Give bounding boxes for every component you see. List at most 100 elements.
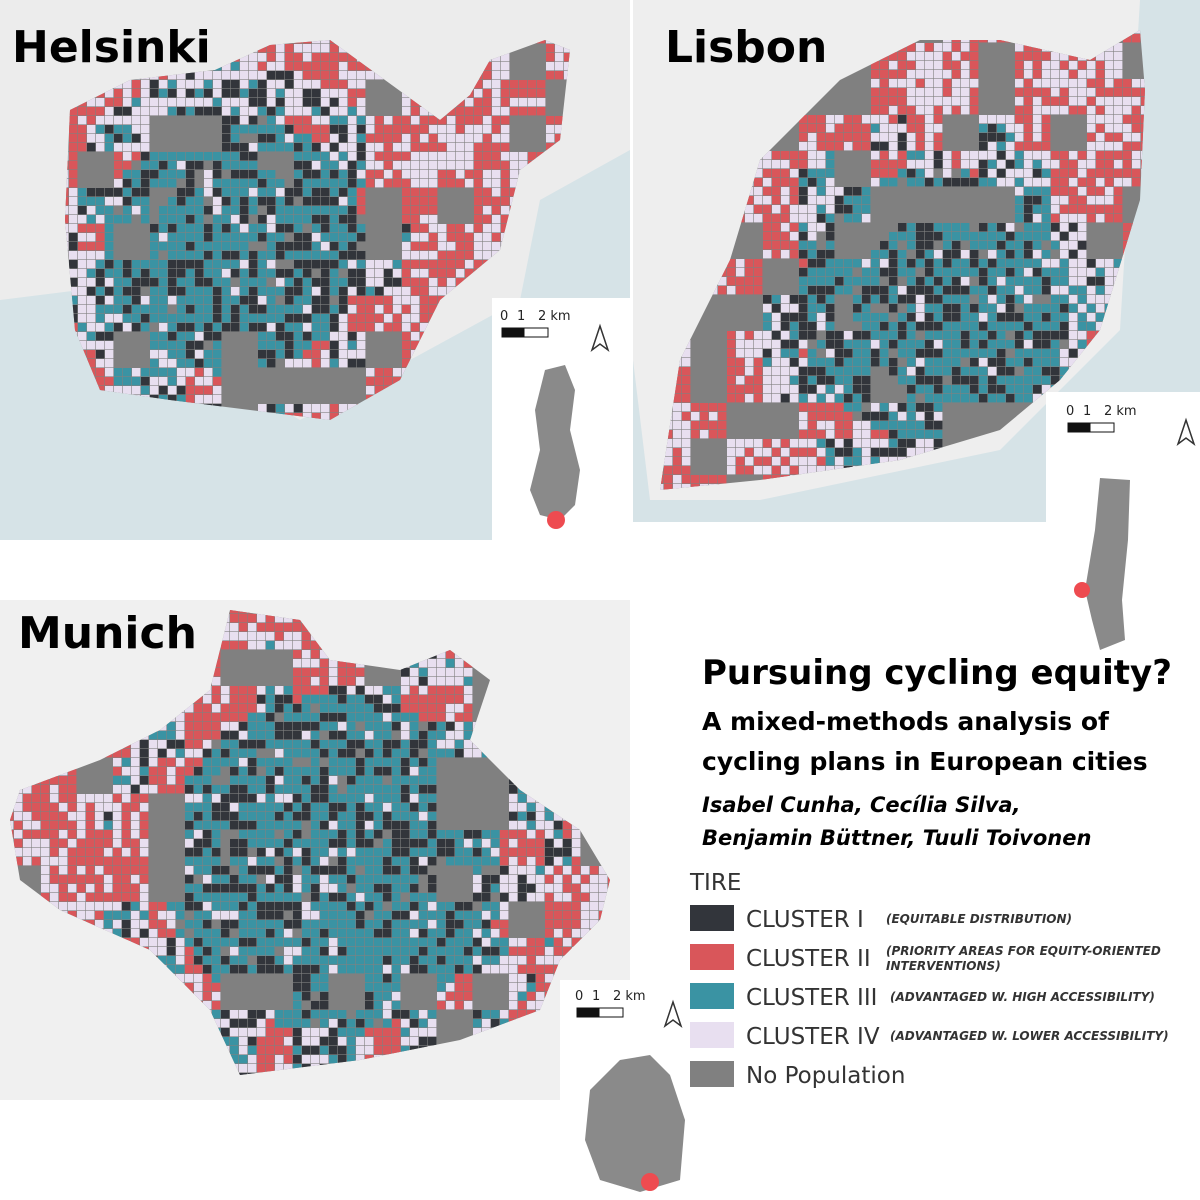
hex-cell [114, 107, 123, 116]
hex-cell [293, 641, 302, 650]
hex-cell [808, 115, 817, 124]
hex-cell [329, 695, 338, 704]
hex-cell [195, 359, 204, 368]
hex-cell [1033, 232, 1042, 241]
hex-cell [1114, 196, 1123, 205]
hex-cell [979, 340, 988, 349]
hex-cell [1078, 313, 1087, 322]
hex-cell [240, 323, 249, 332]
hex-cell [339, 224, 348, 233]
hex-cell [880, 160, 889, 169]
hex-cell [141, 287, 150, 296]
hex-cell [853, 331, 862, 340]
hex-cell [835, 133, 844, 142]
hex-cell [195, 170, 204, 179]
hex-cell [961, 376, 970, 385]
hex-cell [1114, 97, 1123, 106]
hex-cell [979, 124, 988, 133]
hex-cell [745, 259, 754, 268]
hex-cell [339, 350, 348, 359]
hex-cell [988, 376, 997, 385]
hex-cell [267, 53, 276, 62]
hex-cell [114, 89, 123, 98]
hex-cell [862, 286, 871, 295]
hex-cell [221, 704, 230, 713]
hex-cell [384, 278, 393, 287]
hex-cell [294, 89, 303, 98]
hex-cell [1051, 268, 1060, 277]
hex-cell [853, 358, 862, 367]
hex-cell [276, 116, 285, 125]
hex-cell [303, 305, 312, 314]
hex-cell [1024, 304, 1033, 313]
hex-cell [952, 268, 961, 277]
hex-cell [105, 143, 114, 152]
hex-cell [258, 305, 267, 314]
hex-cell [772, 295, 781, 304]
hex-cell [474, 260, 483, 269]
hex-cell [682, 394, 691, 403]
hex-cell [411, 179, 420, 188]
hex-cell [1105, 133, 1114, 142]
hex-cell [889, 106, 898, 115]
hex-cell [691, 421, 700, 430]
hex-cell [375, 152, 384, 161]
hex-cell [420, 143, 429, 152]
hex-cell [1006, 358, 1015, 367]
hex-cell [790, 313, 799, 322]
hex-cell [258, 215, 267, 224]
hex-cell [330, 341, 339, 350]
hex-cell [1024, 241, 1033, 250]
hex-cell [808, 376, 817, 385]
hex-cell [853, 259, 862, 268]
hex-cell [492, 197, 501, 206]
hex-cell [1006, 304, 1015, 313]
hex-cell [1114, 52, 1123, 61]
hex-cell [105, 260, 114, 269]
hex-cell [1060, 358, 1069, 367]
hex-cell [826, 142, 835, 151]
hex-cell [347, 677, 356, 686]
hex-cell [375, 278, 384, 287]
hex-cell [1078, 250, 1087, 259]
hex-cell [943, 61, 952, 70]
hex-cell [889, 151, 898, 160]
hex-cell [258, 134, 267, 143]
hex-cell [988, 259, 997, 268]
hex-cell [853, 349, 862, 358]
hex-cell [438, 233, 447, 242]
hex-cell [303, 224, 312, 233]
hex-cell [772, 250, 781, 259]
hex-cell [330, 242, 339, 251]
hex-cell [177, 152, 186, 161]
hex-cell [1096, 160, 1105, 169]
hex-cell [817, 394, 826, 403]
hex-cell [1069, 97, 1078, 106]
hex-cell [880, 88, 889, 97]
hex-cell [420, 116, 429, 125]
hex-cell [889, 412, 898, 421]
hex-cell [871, 115, 880, 124]
hex-cell [934, 61, 943, 70]
hex-cell [907, 97, 916, 106]
hex-cell [276, 125, 285, 134]
hex-cell [384, 377, 393, 386]
hex-cell [772, 178, 781, 187]
hex-cell [853, 133, 862, 142]
hex-cell [988, 160, 997, 169]
hex-cell [988, 241, 997, 250]
hex-cell [114, 170, 123, 179]
hex-cell [312, 179, 321, 188]
hex-cell [357, 188, 366, 197]
hex-cell [303, 80, 312, 89]
hex-cell [312, 215, 321, 224]
hex-cell [159, 314, 168, 323]
hex-cell [249, 98, 258, 107]
hex-cell [474, 116, 483, 125]
hex-cell [1033, 286, 1042, 295]
hex-cell [997, 376, 1006, 385]
hex-cell [1087, 187, 1096, 196]
hex-cell [1042, 223, 1051, 232]
hex-cell [123, 278, 132, 287]
hex-cell [880, 358, 889, 367]
